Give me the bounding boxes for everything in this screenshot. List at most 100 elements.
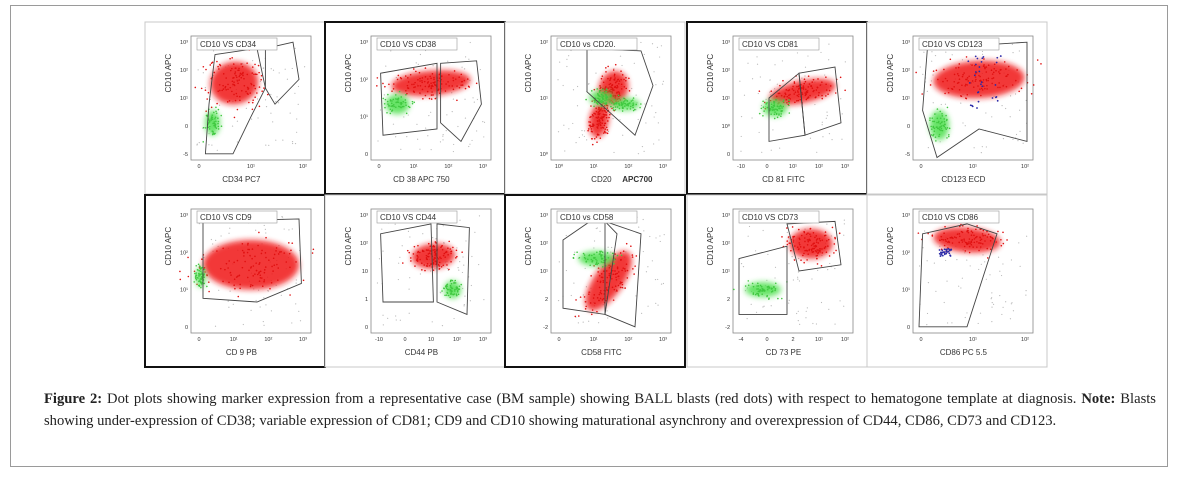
event-dot [948,252,951,255]
event-dot [215,106,217,109]
event-dot [989,274,991,276]
event-dot [616,91,618,93]
event-dot [218,68,220,70]
event-dot [466,78,469,80]
event-dot [197,269,199,271]
event-dot [609,265,612,267]
event-dot [288,242,290,244]
event-dot [1003,61,1006,63]
event-dot [298,310,300,312]
event-dot [613,258,616,261]
event-dot [277,102,280,104]
event-dot [445,287,448,290]
event-dot [574,251,576,253]
event-dot [413,245,416,248]
event-dot [399,102,402,104]
event-dot [605,287,608,289]
event-dot [1002,306,1004,309]
y-tick-label: 1 [365,297,368,303]
event-dot [828,133,831,135]
event-dot [932,125,935,128]
event-dot [613,89,615,92]
event-dot [257,244,259,247]
event-dot [984,67,986,70]
y-tick-label: 10³ [180,40,188,46]
event-dot [977,91,980,93]
event-dot [461,271,464,274]
event-dot [461,84,464,86]
event-dot [1036,59,1039,61]
event-dot [218,63,221,66]
event-dot [600,250,602,253]
event-dot [929,117,931,119]
event-dot [246,62,248,64]
event-dot [386,111,388,114]
event-dot [812,248,814,250]
event-dot [291,322,293,324]
event-dot [434,257,436,260]
event-dot [592,115,594,117]
event-dot [432,65,434,67]
event-dot [613,75,616,77]
event-dot [596,263,598,266]
event-dot [944,77,947,80]
event-dot [754,293,757,296]
event-dot [934,136,937,138]
event-dot [411,102,414,105]
x-axis-label-extra: APC700 [622,175,653,184]
event-dot [271,265,273,268]
event-dot [756,56,758,58]
x-axis-label: CD20 [591,175,612,184]
event-dot [1002,138,1005,140]
event-dot [208,128,211,130]
event-dot [378,258,381,260]
event-dot [588,293,590,295]
event-dot [387,103,389,105]
population-cloud [578,251,615,267]
event-dot [946,280,948,282]
event-dot [430,98,433,100]
event-dot [792,237,794,239]
event-dot [474,231,476,233]
x-tick-label: 2 [791,337,794,343]
event-dot [770,149,772,151]
event-dot [630,245,632,248]
event-dot [598,120,601,122]
event-dot [208,144,210,146]
event-dot [597,262,600,265]
x-tick-label: 10² [841,337,849,343]
event-dot [767,287,769,289]
event-dot [770,90,773,92]
event-dot [592,125,594,128]
event-dot [296,131,298,133]
x-tick-label: 10³ [479,337,487,343]
event-dot [478,263,480,266]
event-dot [431,91,433,93]
event-dot [662,80,664,82]
event-dot [601,101,603,104]
event-dot [245,107,247,109]
event-dot [406,249,409,252]
event-dot [259,306,261,308]
event-dot [211,116,214,119]
event-dot [240,89,243,92]
y-axis-label: CD10 APC [706,54,715,93]
event-dot [773,102,775,104]
event-dot [251,284,254,287]
event-dot [796,52,799,54]
event-dot [623,105,626,107]
event-dot [815,250,818,253]
panel-title: CD10 VS CD9 [200,213,252,222]
event-dot [215,239,217,241]
event-dot [382,250,384,252]
event-dot [598,122,600,125]
event-dot [766,288,769,291]
event-dot [597,111,600,114]
event-dot [978,66,981,68]
event-dot [756,285,758,287]
event-dot [604,99,606,102]
event-dot [195,278,198,281]
event-dot [843,234,845,236]
event-dot [936,127,939,130]
